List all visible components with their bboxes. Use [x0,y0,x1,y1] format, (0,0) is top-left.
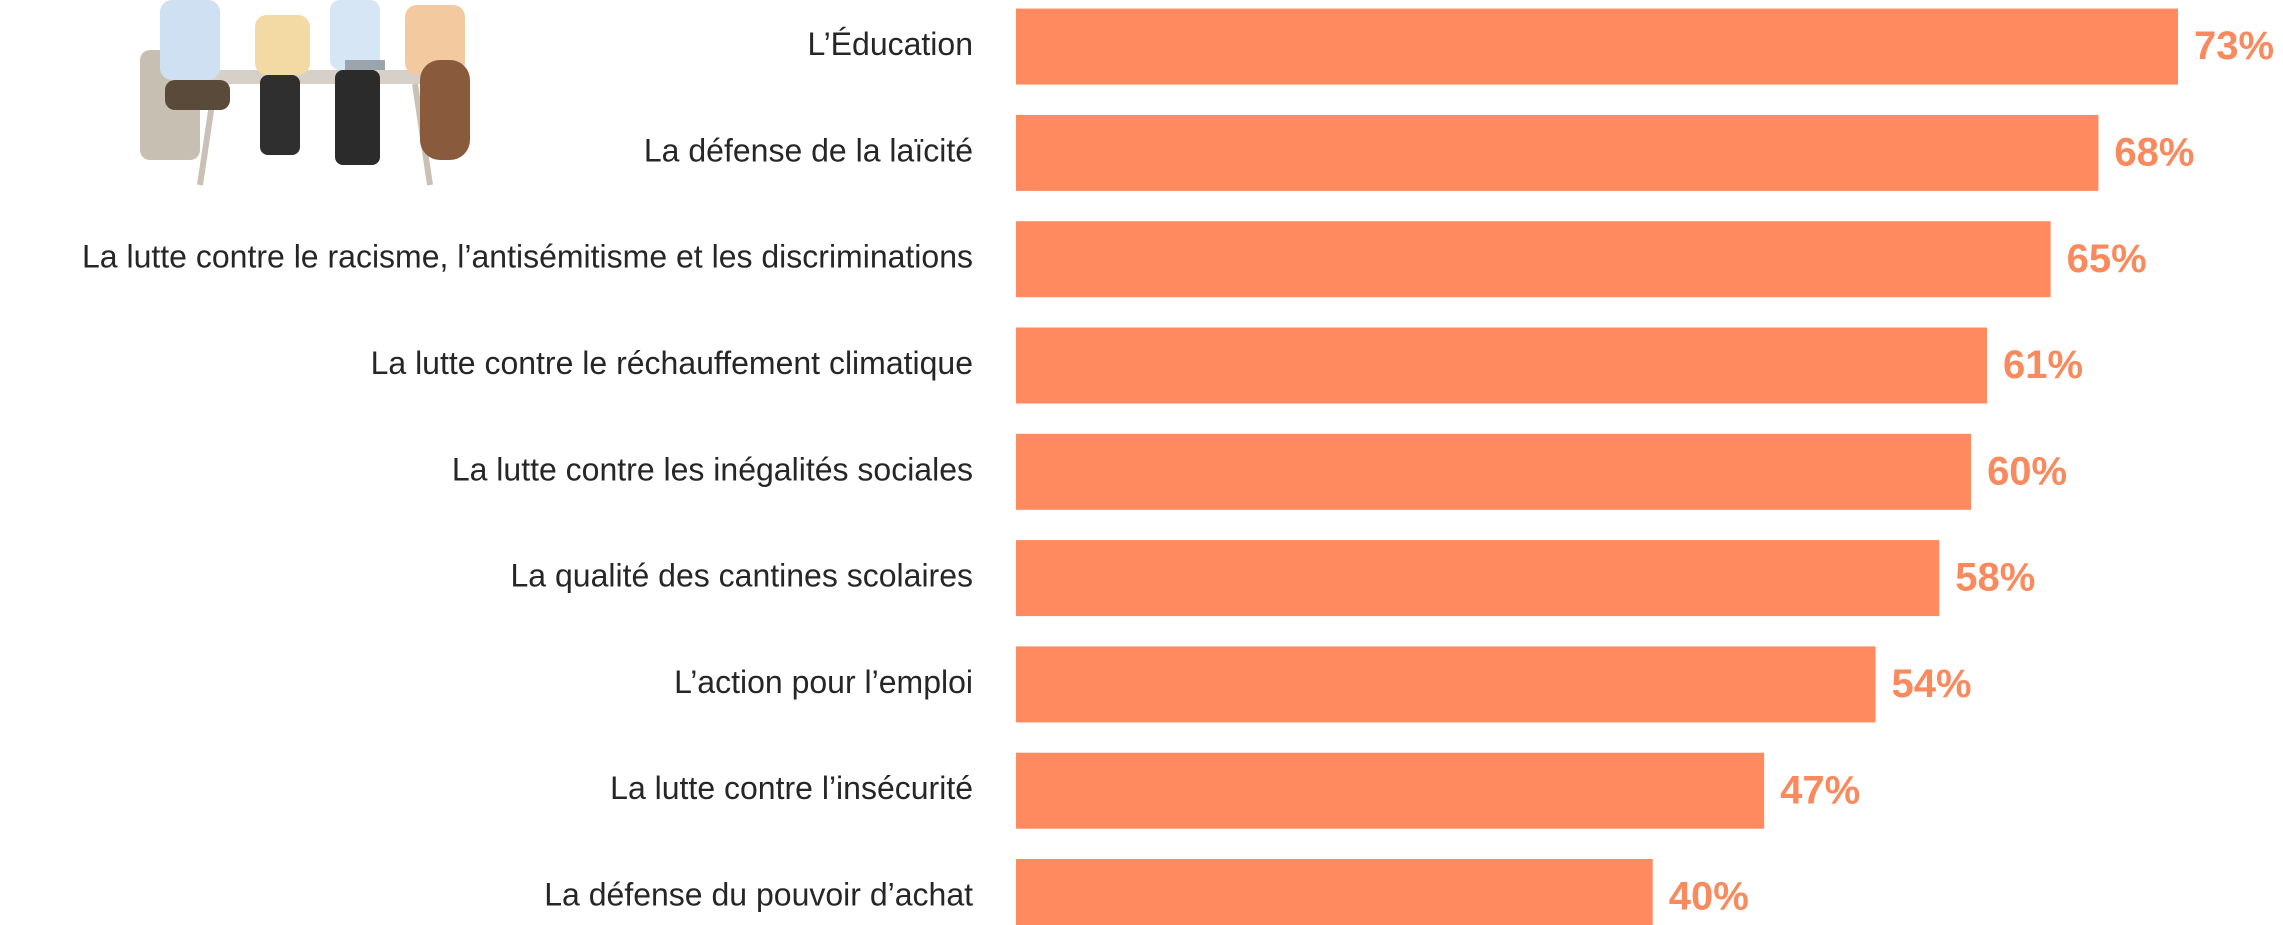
value-label: 73% [2194,24,2274,68]
bar [1016,327,1987,404]
category-label: L’action pour l’emploi [674,664,973,700]
bar [1016,752,1765,829]
bar [1016,859,1653,925]
value-label: 68% [2114,130,2194,174]
category-label: L’Éducation [808,26,973,62]
value-label: 60% [1987,449,2067,493]
value-label: 61% [2003,343,2083,387]
value-label: 40% [1669,875,1749,919]
bar [1016,8,2178,85]
illustration [140,0,470,186]
category-label: La lutte contre les inégalités sociales [452,451,973,487]
value-label: 47% [1780,768,1860,812]
category-label: La lutte contre l’insécurité [610,770,973,806]
value-label: 58% [1955,556,2035,600]
bar [1016,114,2099,191]
category-label: La défense du pouvoir d’achat [544,876,973,912]
category-label: La lutte contre le racisme, l’antisémiti… [82,239,973,275]
bar [1016,433,1972,510]
bar [1016,540,1940,617]
value-label: 65% [2067,237,2147,281]
value-label: 54% [1892,662,1972,706]
category-label: La défense de la laïcité [644,132,973,168]
bar [1016,221,2051,298]
category-label: La lutte contre le réchauffement climati… [371,345,973,381]
category-label: La qualité des cantines scolaires [511,558,974,594]
bar [1016,646,1876,723]
